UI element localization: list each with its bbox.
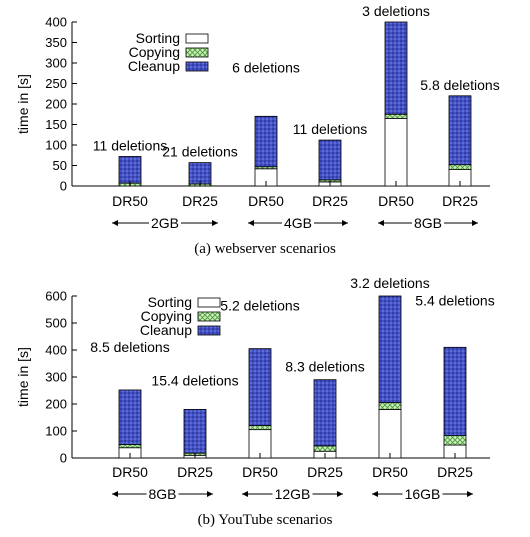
- bar-segment-cleanup: [183, 408, 207, 454]
- deletions-annotation: 11 deletions: [93, 137, 167, 153]
- x-category-label: DR25: [182, 193, 218, 209]
- bar-segment-cleanup: [313, 379, 337, 447]
- y-tick-label: 100: [45, 138, 67, 153]
- bar-segment-copying: [118, 444, 142, 449]
- legend-swatch-sorting: [185, 33, 209, 44]
- group-arrowhead-right: [467, 491, 473, 497]
- bar-segment-copying: [443, 435, 467, 446]
- deletions-annotation: 5.8 deletions: [420, 77, 499, 93]
- deletions-annotation: 3 deletions: [362, 3, 430, 19]
- bar-segment-cleanup: [443, 346, 467, 436]
- bar-segment-copying: [378, 402, 402, 410]
- deletions-annotation: 5.4 deletions: [415, 292, 494, 308]
- group-arrowhead-right: [472, 220, 478, 226]
- x-category-label: DR50: [378, 193, 414, 209]
- group-label: 8GB: [148, 486, 176, 502]
- x-category-label: DR25: [437, 464, 473, 480]
- y-axis-label: time in [s]: [15, 74, 31, 134]
- x-category-label: DR50: [372, 464, 408, 480]
- figure-caption: (a) webserver scenarios: [194, 241, 336, 257]
- figure-caption: (b) YouTube scenarios: [198, 512, 333, 528]
- x-category-label: DR50: [248, 193, 284, 209]
- deletions-annotation: 11 deletions: [293, 121, 367, 137]
- y-tick-label: 200: [45, 97, 67, 112]
- deletions-annotation: 21 deletions: [162, 144, 238, 160]
- group-arrowhead-left: [372, 491, 378, 497]
- bar-segment-sorting: [378, 408, 402, 459]
- bar-segment-cleanup: [248, 348, 272, 426]
- bar-segment-cleanup: [384, 21, 408, 115]
- group-arrowhead-right: [207, 491, 213, 497]
- group-arrowhead-right: [212, 220, 218, 226]
- x-category-label: DR25: [307, 464, 343, 480]
- y-tick-label: 250: [45, 76, 67, 91]
- group-label: 2GB: [151, 215, 179, 231]
- bar-segment-sorting: [384, 117, 408, 187]
- chart-panel-webserver: 0 50 100 150 200 250 300 350 400 time in [s] DR50 1…: [15, 3, 500, 257]
- bar-segment-cleanup: [378, 295, 402, 404]
- bar-segment-cleanup: [318, 139, 342, 181]
- deletions-annotation: 8.5 deletions: [90, 339, 169, 355]
- legend-swatch-sorting: [197, 297, 221, 308]
- deletions-annotation: 8.3 deletions: [285, 359, 364, 375]
- group-arrowhead-left: [112, 220, 118, 226]
- group-label: 8GB: [414, 215, 442, 231]
- legend-swatch-cleanup: [185, 61, 209, 72]
- bar-segment-cleanup: [118, 156, 142, 184]
- y-tick-label: 0: [60, 179, 67, 194]
- y-axis-label: time in [s]: [15, 347, 31, 407]
- group-arrowhead-right: [337, 491, 343, 497]
- legend-label-cleanup: Cleanup: [140, 322, 192, 338]
- group-label: 16GB: [405, 486, 441, 502]
- bar-segment-copying: [448, 164, 472, 170]
- group-label: 4GB: [284, 215, 312, 231]
- group-arrowhead-left: [112, 491, 118, 497]
- group-arrowhead-left: [378, 220, 384, 226]
- legend-swatch-cleanup: [197, 325, 221, 336]
- y-tick-label: 350: [45, 35, 67, 50]
- bar-segment-cleanup: [188, 162, 212, 185]
- group-arrowhead-right: [342, 220, 348, 226]
- x-category-label: DR25: [312, 193, 348, 209]
- x-category-label: DR50: [112, 193, 148, 209]
- y-tick-label: 400: [45, 15, 67, 30]
- y-tick-label: 300: [45, 56, 67, 71]
- x-category-label: DR25: [177, 464, 213, 480]
- y-tick-label: 500: [45, 316, 67, 331]
- legend-label-copying: Copying: [129, 44, 180, 60]
- y-tick-label: 200: [45, 397, 67, 412]
- group-arrowhead-left: [248, 220, 254, 226]
- x-category-label: DR25: [442, 193, 478, 209]
- y-tick-label: 0: [60, 451, 67, 466]
- x-category-label: DR50: [242, 464, 278, 480]
- bar-segment-copying: [384, 113, 408, 119]
- legend-swatch-copying: [185, 47, 209, 58]
- group-arrowhead-left: [242, 491, 248, 497]
- deletions-annotation: 15.4 deletions: [151, 372, 238, 388]
- y-tick-label: 150: [45, 117, 67, 132]
- bar-segment-copying: [313, 445, 337, 452]
- legend-label-sorting: Sorting: [148, 294, 192, 310]
- x-category-label: DR50: [112, 464, 148, 480]
- bar-segment-copying: [248, 425, 272, 431]
- chart-panel-youtube: 0 100 200 300 400 500 600 time in [s] DR50 8.5 de…: [15, 275, 495, 528]
- y-tick-label: 600: [45, 289, 67, 304]
- bar-segment-cleanup: [118, 389, 142, 445]
- legend-label-sorting: Sorting: [136, 30, 180, 46]
- deletions-annotation: 5.2 deletions: [220, 298, 299, 314]
- legend-swatch-copying: [197, 311, 221, 322]
- bar-segment-cleanup: [448, 95, 472, 166]
- y-tick-label: 50: [53, 158, 67, 173]
- bar-segment-cleanup: [254, 115, 278, 168]
- legend-label-copying: Copying: [141, 308, 192, 324]
- y-tick-label: 300: [45, 370, 67, 385]
- deletions-annotation: 3.2 deletions: [350, 275, 429, 291]
- group-label: 12GB: [275, 486, 311, 502]
- legend-label-cleanup: Cleanup: [128, 58, 180, 74]
- y-tick-label: 100: [45, 424, 67, 439]
- y-tick-label: 400: [45, 343, 67, 358]
- deletions-annotation: 6 deletions: [232, 59, 300, 75]
